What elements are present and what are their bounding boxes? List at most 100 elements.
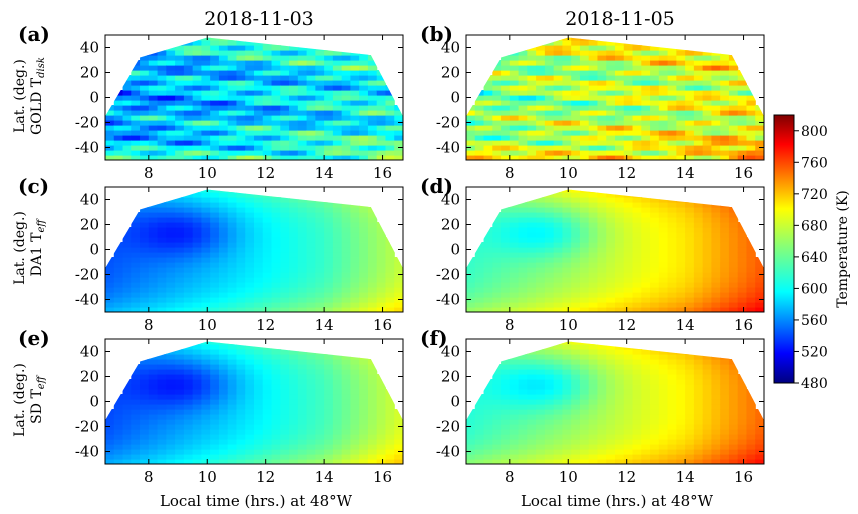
- heatmap-cell: [720, 389, 730, 395]
- heatmap-cell: [192, 379, 203, 385]
- heatmap-cell: [359, 394, 369, 400]
- heatmap-cell: [509, 150, 520, 156]
- heatmap-cell: [641, 75, 651, 81]
- heatmap-cell: [297, 379, 308, 385]
- heatmap-cell: [306, 384, 316, 390]
- heatmap-cell: [667, 70, 677, 76]
- heatmap-cell: [571, 287, 581, 293]
- heatmap-cell: [385, 307, 395, 312]
- heatmap-cell: [271, 222, 281, 228]
- heatmap-cell: [466, 110, 476, 116]
- heatmap-cell: [632, 155, 642, 160]
- heatmap-cell: [676, 130, 686, 136]
- heatmap-cell: [685, 349, 695, 355]
- heatmap-cell: [544, 272, 555, 278]
- heatmap-cell: [615, 135, 625, 141]
- heatmap-cell: [236, 60, 246, 66]
- heatmap-cell: [192, 189, 203, 193]
- heatmap-cell: [623, 197, 634, 203]
- heatmap-cell: [289, 257, 299, 263]
- heatmap-cell: [702, 150, 713, 156]
- heatmap-cell: [562, 50, 572, 56]
- heatmap-cell: [623, 207, 634, 213]
- heatmap-cell: [588, 150, 599, 156]
- heatmap-cell: [615, 247, 625, 253]
- heatmap-cell: [113, 434, 124, 440]
- heatmap-cell: [210, 409, 220, 415]
- heatmap-cell: [553, 389, 564, 395]
- heatmap-cell: [641, 267, 651, 273]
- heatmap-cell: [297, 389, 308, 395]
- heatmap-cell: [685, 232, 695, 238]
- heatmap-cell: [289, 120, 299, 126]
- heatmap-cell: [553, 197, 564, 203]
- heatmap-cell: [131, 394, 141, 400]
- heatmap-cell: [254, 262, 264, 268]
- heatmap-cell: [175, 70, 185, 76]
- heatmap-cell: [579, 302, 590, 308]
- heatmap-cell: [518, 50, 528, 56]
- heatmap-cell: [597, 80, 607, 86]
- heatmap-cell: [183, 202, 194, 208]
- heatmap-cell: [350, 55, 360, 61]
- heatmap-cell: [175, 110, 185, 116]
- heatmap-cell: [376, 277, 387, 283]
- colorbar-tick-label: 760: [801, 155, 828, 171]
- heatmap-cell: [509, 292, 520, 298]
- heatmap-cell: [394, 140, 403, 146]
- heatmap-cell: [341, 459, 352, 464]
- heatmap-cell: [474, 155, 485, 160]
- heatmap-cell: [492, 459, 502, 464]
- heatmap-cell: [650, 120, 660, 126]
- heatmap-cell: [658, 374, 669, 380]
- heatmap-cell: [667, 429, 677, 435]
- heatmap-cell: [210, 292, 220, 298]
- heatmap-cell: [201, 374, 211, 380]
- heatmap-cell: [571, 257, 581, 263]
- heatmap-cell: [306, 434, 316, 440]
- heatmap-cell: [236, 217, 246, 223]
- heatmap-cell: [324, 75, 334, 81]
- heatmap-cell: [367, 384, 378, 390]
- heatmap-cell: [641, 227, 651, 233]
- heatmap-cell: [474, 262, 485, 268]
- heatmap-cell: [702, 237, 713, 243]
- heatmap-cell: [166, 247, 176, 253]
- heatmap-cell: [685, 242, 695, 248]
- heatmap-cell: [615, 40, 625, 46]
- x-tick-label: 14: [315, 468, 334, 486]
- heatmap-cell: [289, 364, 299, 370]
- heatmap-cell: [254, 439, 264, 445]
- heatmap-cell: [702, 115, 713, 121]
- heatmap-cell: [236, 189, 246, 193]
- heatmap-cell: [667, 292, 677, 298]
- heatmap-cell: [501, 247, 511, 253]
- heatmap-cell: [227, 344, 238, 350]
- heatmap-cell: [518, 364, 528, 370]
- heatmap-cell: [183, 75, 194, 81]
- heatmap-cell: [483, 150, 493, 156]
- heatmap-cell: [588, 349, 599, 355]
- heatmap-cells-e: [105, 341, 403, 464]
- heatmap-cell: [297, 302, 308, 308]
- heatmap-cell: [658, 262, 669, 268]
- heatmap-cell: [218, 150, 229, 156]
- colorbar-tick-label: 560: [801, 313, 828, 329]
- heatmap-cell: [501, 125, 511, 131]
- heatmap-cell: [728, 115, 739, 121]
- heatmap-cell: [254, 302, 264, 308]
- heatmap-cell: [140, 424, 150, 430]
- heatmap-cell: [615, 192, 625, 198]
- heatmap-cell: [315, 212, 325, 218]
- heatmap-cell: [685, 90, 695, 96]
- heatmap-cell: [606, 242, 616, 248]
- heatmap-cell: [518, 282, 528, 288]
- heatmap-cell: [166, 257, 176, 263]
- heatmap-cell: [341, 399, 352, 405]
- heatmap-cell: [376, 90, 387, 96]
- x-axis-label-left: Local time (hrs.) at 48°W: [160, 492, 353, 510]
- heatmap-cell: [685, 454, 695, 460]
- heatmap-cell: [702, 207, 713, 213]
- heatmap-cell: [720, 100, 730, 106]
- heatmap-cell: [341, 272, 352, 278]
